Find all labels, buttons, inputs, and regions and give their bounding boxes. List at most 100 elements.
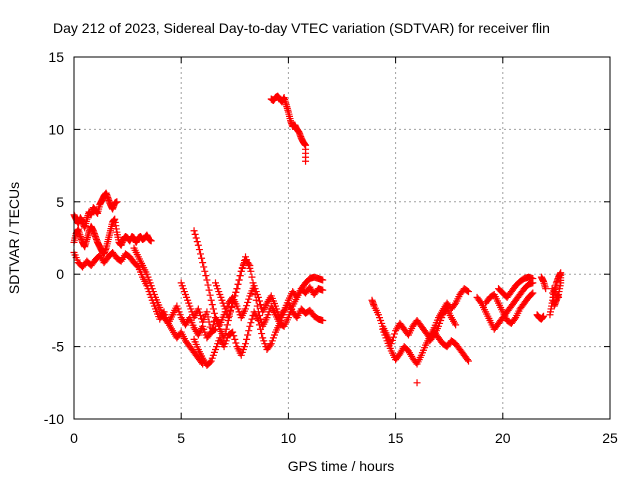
data-point (206, 358, 214, 366)
data-point (451, 301, 459, 309)
x-tick-label: 0 (70, 430, 78, 446)
data-point (205, 318, 213, 326)
data-point (252, 296, 260, 304)
data-point (245, 327, 253, 335)
data-point (511, 315, 519, 323)
data-point (200, 263, 208, 271)
data-point (464, 288, 472, 296)
data-point (208, 301, 216, 309)
x-tick-label: 20 (495, 430, 511, 446)
data-point (244, 331, 252, 339)
x-tick-label: 15 (388, 430, 404, 446)
data-point (246, 264, 254, 272)
data-point (528, 290, 536, 298)
data-point (237, 267, 245, 275)
y-tick-label: -10 (44, 411, 64, 427)
data-point (233, 285, 241, 293)
chart-title: Day 212 of 2023, Sidereal Day-to-day VTE… (53, 20, 550, 36)
data-point (243, 302, 251, 310)
y-tick-label: 15 (48, 49, 64, 65)
data-point (319, 317, 327, 325)
data-point (249, 279, 257, 287)
data-point (230, 332, 238, 340)
data-point (246, 322, 254, 330)
data-point (207, 328, 215, 336)
data-point (258, 330, 266, 338)
data-point (202, 272, 210, 280)
data-point (248, 273, 256, 281)
data-point (113, 198, 121, 206)
x-tick-label: 5 (177, 430, 185, 446)
data-point (464, 357, 472, 365)
data-point (250, 285, 258, 293)
data-point (231, 292, 239, 300)
data-point (253, 302, 261, 310)
x-axis-label: GPS time / hours (288, 458, 395, 474)
data-point (391, 330, 399, 338)
data-point (529, 289, 537, 297)
data-point (234, 280, 242, 288)
data-point (257, 301, 265, 309)
data-point (239, 260, 247, 268)
y-tick-label: 5 (56, 194, 64, 210)
data-point (223, 321, 231, 329)
data-point (192, 234, 200, 242)
data-point (245, 295, 253, 303)
data-point (205, 286, 213, 294)
data-point (209, 321, 217, 329)
data-point (204, 313, 212, 321)
data-point (255, 321, 263, 329)
data-point (319, 276, 327, 284)
y-tick-label: 10 (48, 121, 64, 137)
data-point (195, 246, 203, 254)
data-point (266, 341, 274, 349)
data-point (207, 296, 215, 304)
data-point (194, 241, 202, 249)
data-point (222, 325, 230, 333)
data-point (191, 230, 199, 238)
data-point (199, 259, 207, 267)
data-point (242, 305, 250, 313)
data-point (228, 303, 236, 311)
data-point (230, 296, 238, 304)
data-point (196, 250, 204, 258)
x-tick-label: 25 (602, 430, 618, 446)
plot-frame (73, 56, 611, 420)
data-point (529, 275, 537, 283)
y-axis-label: SDTVAR / TECUs (6, 182, 22, 294)
data-point (248, 315, 256, 323)
data-point (198, 254, 206, 262)
data-point (235, 276, 243, 284)
data-point (204, 281, 212, 289)
data-point (236, 272, 244, 280)
data-point (244, 298, 252, 306)
y-tick-label: -5 (52, 339, 65, 355)
data-point (194, 305, 202, 313)
data-point (429, 332, 437, 340)
data-point (389, 333, 397, 341)
data-point (251, 290, 259, 298)
data-point (208, 325, 216, 332)
data-point (243, 335, 251, 343)
data-point (229, 328, 237, 336)
data-point (255, 297, 263, 305)
data-point (257, 325, 265, 333)
data-point (319, 286, 327, 294)
data-point (254, 317, 262, 325)
data-point (413, 379, 421, 387)
data-point (238, 264, 246, 272)
x-tick-label: 10 (281, 430, 297, 446)
data-point (452, 321, 460, 329)
data-point (463, 356, 471, 364)
data-point (540, 312, 548, 320)
data-point (147, 237, 155, 245)
data-point (195, 308, 203, 316)
data-point (203, 308, 211, 316)
data-point (247, 319, 255, 327)
data-point (225, 310, 233, 318)
data-point (542, 285, 550, 293)
grid-layer (74, 57, 610, 419)
data-points-layer (70, 92, 565, 387)
ticks-layer: 0 5 10 15 20 25 -10 -5 0 5 10 15 (44, 49, 618, 446)
